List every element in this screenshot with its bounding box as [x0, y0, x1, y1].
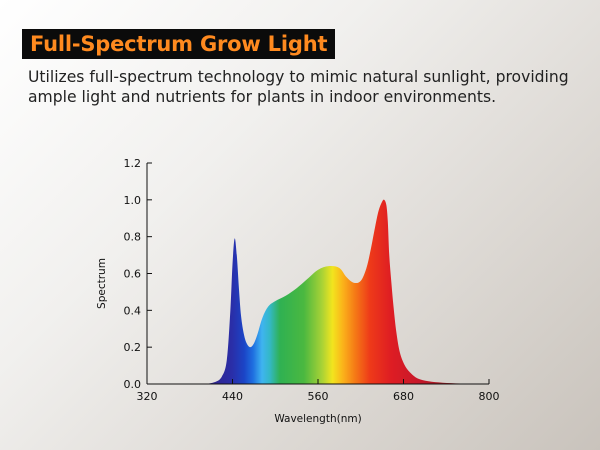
- y-tick-label: 0.4: [124, 304, 142, 317]
- plot-area: [192, 199, 482, 384]
- y-tick-label: 0.6: [124, 268, 142, 281]
- x-tick-label: 560: [308, 390, 329, 403]
- page-title: Full-Spectrum Grow Light: [22, 29, 336, 59]
- y-tick-label: 1.0: [124, 194, 142, 207]
- x-tick-label: 440: [222, 390, 243, 403]
- y-axis-ticks: 0.0 0.2 0.4 0.6 0.8 1.0 1.2: [124, 157, 152, 391]
- spectrum-area: [192, 199, 482, 384]
- y-axis-label: Spectrum: [96, 258, 108, 309]
- x-axis-label: Wavelength(nm): [274, 413, 361, 425]
- y-tick-label: 0.2: [124, 341, 142, 354]
- x-tick-label: 680: [393, 390, 414, 403]
- y-tick-label: 0.8: [124, 231, 142, 244]
- y-tick-label: 1.2: [124, 157, 142, 170]
- y-tick-label: 0.0: [124, 378, 142, 391]
- x-tick-label: 800: [479, 390, 500, 403]
- x-axis-ticks: 320 440 560 680 800: [137, 379, 500, 403]
- page-subtitle: Utilizes full-spectrum technology to mim…: [28, 68, 569, 106]
- x-tick-label: 320: [137, 390, 158, 403]
